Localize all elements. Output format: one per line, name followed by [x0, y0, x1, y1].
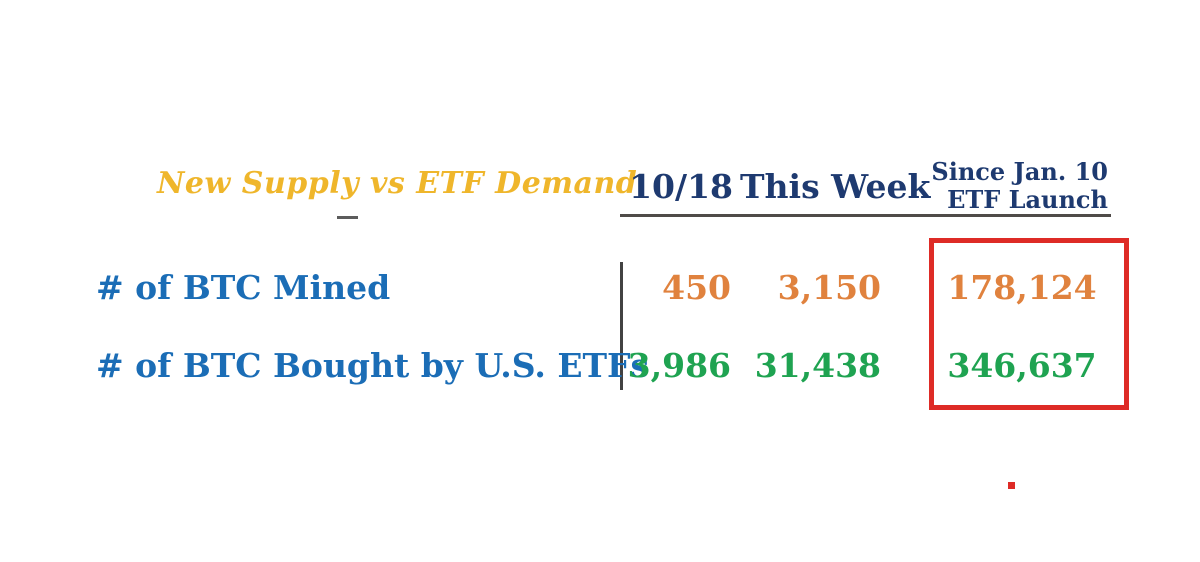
cell-bought-date: 3,986 — [627, 346, 731, 385]
row-label-btc-bought: # of BTC Bought by U.S. ETFs — [96, 346, 650, 385]
cell-mined-date: 450 — [662, 268, 731, 307]
cell-bought-since-launch: 346,637 — [947, 346, 1097, 385]
row-label-btc-mined: # of BTC Mined — [96, 268, 391, 307]
table-row-btc-mined: # of BTC Mined 450 3,150 178,124 — [0, 268, 1200, 312]
table-title: New Supply vs ETF Demand — [157, 166, 638, 201]
column-header-since-line1: Since Jan. 10 — [931, 157, 1108, 186]
cell-mined-this-week: 3,150 — [777, 268, 881, 307]
header-underline — [620, 214, 1111, 217]
table-row-btc-bought: # of BTC Bought by U.S. ETFs 3,986 31,43… — [0, 346, 1200, 390]
cell-bought-this-week: 31,438 — [754, 346, 881, 385]
column-header-since-line2: ETF Launch — [947, 185, 1108, 214]
cell-mined-since-launch: 178,124 — [947, 268, 1097, 307]
column-header-date: 10/18 — [629, 167, 733, 206]
red-dot-mark — [1008, 482, 1015, 489]
column-header-since-etf-launch: Since Jan. 10 ETF Launch — [920, 158, 1108, 214]
title-dash-divider — [337, 216, 358, 219]
vertical-divider — [620, 262, 623, 390]
column-header-this-week: This Week — [740, 167, 931, 206]
red-highlight-box — [929, 238, 1129, 410]
